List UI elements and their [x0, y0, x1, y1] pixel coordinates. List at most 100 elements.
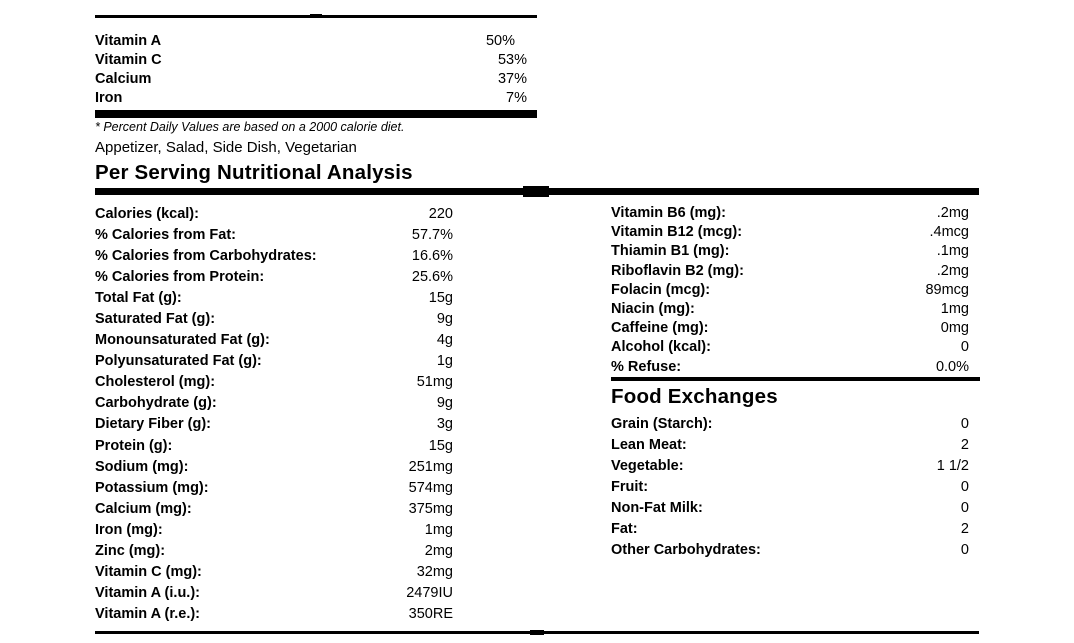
- daily-value-row: Vitamin C 53%: [95, 51, 527, 70]
- vitamin-label: Niacin (mg):: [611, 300, 695, 317]
- nutrient-value: 1mg: [424, 521, 453, 538]
- nutrient-value: 350RE: [408, 605, 453, 622]
- nutrient-value: 2479IU: [406, 584, 453, 601]
- vitamin-value: 0: [960, 339, 969, 356]
- exchange-label: Fat:: [611, 521, 638, 538]
- nutrient-label: Vitamin A (r.e.):: [95, 605, 201, 622]
- nutrient-row: Vitamin C (mg): 32mg: [95, 562, 453, 583]
- nutrient-label: Calories (kcal):: [95, 206, 199, 222]
- vitamin-row: Thiamin B1 (mg): .1mg: [611, 242, 969, 261]
- nutrient-value: 220: [428, 206, 453, 222]
- nutrient-label: Vitamin A (i.u.):: [95, 584, 200, 601]
- vitamins-list: Vitamin B6 (mg): .2mg Vitamin B12 (mcg):.…: [611, 204, 969, 377]
- nutrient-row: Sodium (mg): 251mg: [95, 457, 453, 478]
- daily-value-label: Vitamin C: [95, 52, 162, 68]
- nutrient-value: 51mg: [416, 374, 453, 391]
- nutrient-label: Dietary Fiber (g):: [95, 416, 212, 433]
- daily-value-value: 53%: [497, 52, 527, 68]
- nutrient-row: Total Fat (g): 15g: [95, 288, 453, 309]
- nutrient-row: Potassium (mg): 574mg: [95, 478, 453, 499]
- vitamin-row: % Refuse: 0.0%: [611, 358, 969, 377]
- exchange-label: Vegetable:: [611, 458, 684, 475]
- vitamin-label: % Refuse:: [611, 358, 682, 375]
- nutrient-label: Saturated Fat (g):: [95, 311, 216, 328]
- vitamin-value: .2mg: [936, 205, 969, 221]
- nutrient-value: 574mg: [408, 479, 453, 496]
- nutrient-row: % Calories from Protein: 25.6%: [95, 267, 453, 288]
- nutrient-value: 57.7%: [411, 227, 453, 244]
- exchange-label: Non-Fat Milk:: [611, 500, 703, 517]
- vitamin-value: .2mg: [936, 262, 969, 279]
- top-rule-tick: [310, 14, 322, 18]
- nutrient-value: 9g: [436, 311, 453, 328]
- nutrient-label: Calcium (mg):: [95, 500, 192, 517]
- daily-value-label: Vitamin A: [95, 33, 162, 49]
- nutrient-value: 25.6%: [411, 269, 453, 286]
- nutrient-label: Carbohydrate (g):: [95, 395, 217, 412]
- vitamin-value: .4mcg: [929, 224, 970, 241]
- nutrient-row: Calcium (mg): 375mg: [95, 499, 453, 520]
- vitamin-value: .1mg: [936, 243, 969, 260]
- daily-value-row: Iron 7%: [95, 89, 527, 108]
- vitamin-label: Folacin (mcg):: [611, 281, 711, 298]
- nutrients-list: Calories (kcal): 220 % Calories from Fat:…: [95, 204, 453, 625]
- nutrient-value: 1g: [436, 353, 453, 370]
- daily-value-row: Vitamin A 50%: [95, 32, 527, 51]
- exchange-row: Lean Meat: 2: [611, 435, 969, 456]
- daily-values-footnote: * Percent Daily Values are based on a 20…: [95, 120, 405, 134]
- nutrient-value: 15g: [428, 290, 453, 307]
- nutrient-row: Vitamin A (r.e.): 350RE: [95, 604, 453, 625]
- vitamin-value: 0mg: [940, 320, 969, 337]
- daily-value-row: Calcium 37%: [95, 70, 527, 89]
- vitamin-row: Riboflavin B2 (mg): .2mg: [611, 262, 969, 281]
- nutrient-label: Potassium (mg):: [95, 479, 209, 496]
- daily-values-list: Vitamin A 50% Vitamin C 53% Calcium 37% …: [95, 32, 527, 108]
- vitamin-row: Folacin (mcg): 89mcg: [611, 281, 969, 300]
- daily-values-bottom-rule: [95, 110, 537, 118]
- nutrient-label: Iron (mg):: [95, 521, 163, 538]
- nutrient-row: Protein (g): 15g: [95, 436, 453, 457]
- nutrient-row: Iron (mg): 1mg: [95, 520, 453, 541]
- exchange-value: 2: [960, 521, 969, 538]
- nutrient-row: Polyunsaturated Fat (g): 1g: [95, 351, 453, 372]
- analysis-title: Per Serving Nutritional Analysis: [95, 161, 413, 184]
- nutrient-row: Cholesterol (mg): 51mg: [95, 372, 453, 393]
- nutrient-label: Cholesterol (mg):: [95, 374, 216, 391]
- nutrient-value: 2mg: [424, 542, 453, 559]
- daily-value-label: Iron: [95, 90, 123, 106]
- vitamin-label: Vitamin B6 (mg):: [611, 205, 726, 221]
- nutrient-label: Monounsaturated Fat (g):: [95, 332, 270, 349]
- exchange-value: 2: [960, 437, 969, 454]
- daily-value-label: Calcium: [95, 71, 152, 87]
- nutrient-row: % Calories from Fat: 57.7%: [95, 225, 453, 246]
- exchange-row: Non-Fat Milk: 0: [611, 498, 969, 519]
- nutrient-value: 4g: [436, 332, 453, 349]
- nutrient-label: Vitamin C (mg):: [95, 563, 202, 580]
- nutrient-label: % Calories from Protein:: [95, 269, 265, 286]
- exchange-value: 1 1/2: [936, 458, 969, 475]
- exchange-value: 0: [960, 542, 969, 559]
- exchange-label: Grain (Starch):: [611, 416, 713, 432]
- nutrient-value: 251mg: [408, 458, 453, 475]
- exchange-row: Fat: 2: [611, 519, 969, 540]
- analysis-rule-notch: [523, 186, 549, 197]
- nutrient-row: Monounsaturated Fat (g): 4g: [95, 330, 453, 351]
- nutrient-row: % Calories from Carbohydrates: 16.6%: [95, 246, 453, 267]
- vitamin-row: Caffeine (mg): 0mg: [611, 319, 969, 338]
- exchange-row: Vegetable: 1 1/2: [611, 456, 969, 477]
- exchange-label: Other Carbohydrates:: [611, 542, 761, 559]
- daily-value-value: 37%: [497, 71, 527, 87]
- exchange-row: Grain (Starch): 0: [611, 414, 969, 435]
- recipe-categories: Appetizer, Salad, Side Dish, Vegetarian: [95, 139, 357, 156]
- daily-value-value: 7%: [506, 90, 527, 106]
- exchange-value: 0: [960, 479, 969, 496]
- nutrient-label: Total Fat (g):: [95, 290, 182, 307]
- daily-value-value: 50%: [485, 33, 515, 49]
- exchange-value: 0: [960, 416, 969, 432]
- vitamin-label: Riboflavin B2 (mg):: [611, 262, 744, 279]
- nutrient-value: 3g: [436, 416, 453, 433]
- nutrient-label: Sodium (mg):: [95, 458, 189, 475]
- nutrient-value: 15g: [428, 437, 453, 454]
- vitamin-row: Alcohol (kcal): 0: [611, 338, 969, 357]
- vitamin-value: 1mg: [940, 300, 969, 317]
